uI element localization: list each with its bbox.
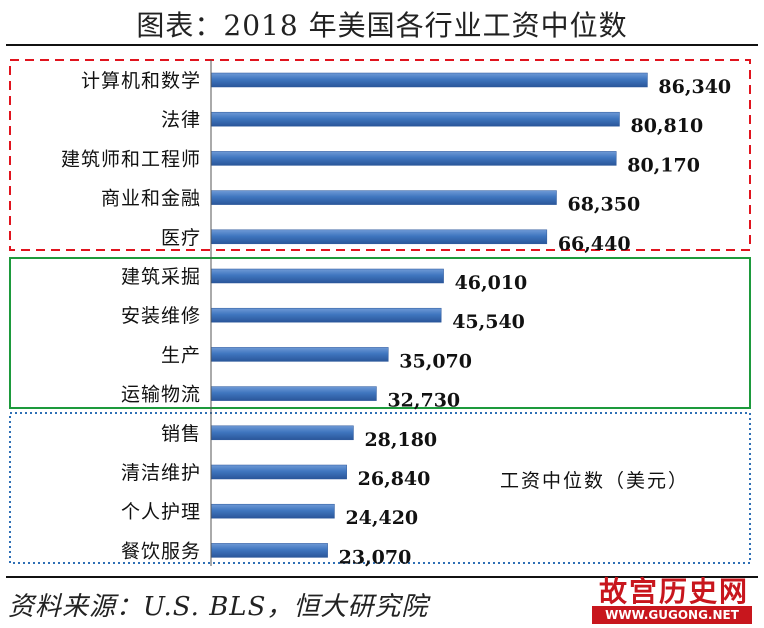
bar [210, 111, 620, 127]
bar [210, 229, 548, 245]
watermark-text: 故宫历史网 [598, 575, 749, 608]
bar [210, 347, 389, 362]
value-label: 23,070 [339, 546, 412, 568]
chart-title: 图表：2018 年美国各行业工资中位数 [136, 9, 628, 42]
watermark-logo: 故宫历史网 WWW.GUGONG.NET [590, 570, 758, 626]
value-label: 68,350 [567, 194, 640, 216]
bar [210, 503, 335, 519]
category-label: 餐饮服务 [121, 540, 201, 562]
category-label: 商业和金融 [101, 188, 201, 210]
bar [210, 268, 444, 284]
bar [210, 190, 557, 205]
category-label: 安装维修 [121, 305, 201, 327]
source-note: 资料来源：U.S. BLS，恒大研究院 [8, 592, 429, 622]
value-label: 45,540 [452, 311, 525, 333]
value-label: 80,810 [630, 115, 703, 137]
category-label: 生产 [161, 344, 201, 366]
value-label: 80,170 [627, 154, 700, 176]
watermark-url: WWW.GUGONG.NET [592, 606, 752, 624]
bar [210, 543, 328, 558]
value-label: 24,420 [345, 507, 418, 529]
group-box [9, 257, 751, 409]
title-rule [6, 44, 758, 46]
value-label: 66,440 [558, 233, 631, 255]
bar [210, 464, 347, 480]
value-label: 35,070 [399, 350, 472, 372]
bar-chart: 计算机和数学 86,340 法律 80,810 建筑师和工程师 80,170 商业和金融 68… [9, 59, 751, 568]
value-label: 46,010 [455, 272, 528, 294]
group-box [9, 412, 751, 564]
value-label: 28,180 [364, 429, 437, 451]
category-label: 建筑采掘 [121, 266, 201, 288]
unit-annotation: 工资中位数（美元） [500, 470, 689, 492]
category-label: 销售 [161, 423, 201, 445]
category-label: 建筑师和工程师 [61, 148, 201, 170]
bar [210, 307, 442, 323]
category-label: 计算机和数学 [81, 70, 201, 92]
category-label: 医疗 [161, 227, 201, 249]
value-label: 32,730 [387, 390, 460, 412]
bar [210, 425, 354, 441]
bar [210, 151, 617, 166]
source-rule [6, 576, 758, 578]
category-label: 清洁维护 [121, 462, 201, 484]
category-label: 法律 [161, 109, 201, 131]
bar [210, 386, 377, 401]
value-label: 86,340 [658, 76, 731, 98]
category-label: 个人护理 [121, 501, 201, 523]
value-label: 26,840 [358, 468, 431, 490]
bar [210, 72, 648, 88]
category-label: 运输物流 [121, 384, 201, 406]
